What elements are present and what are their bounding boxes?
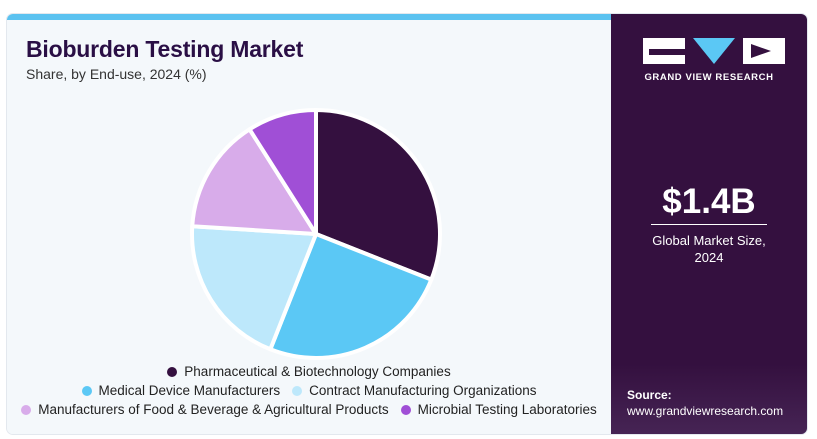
pie-slice-medical-device <box>268 232 434 360</box>
legend-swatch-cmo <box>292 385 303 396</box>
chart-subtitle: Share, by End-use, 2024 (%) <box>26 66 207 82</box>
gvr-logo-icon <box>643 38 785 64</box>
legend-label-cmo: Contract Manufacturing Organizations <box>309 383 537 398</box>
pie-slice-pharma <box>314 108 442 282</box>
legend-label-medical-device: Medical Device Manufacturers <box>98 383 281 398</box>
info-sidebar: GRAND VIEW RESEARCH $1.4B Global Market … <box>611 14 807 434</box>
source-link[interactable]: www.grandviewresearch.com <box>627 404 784 418</box>
pie-slice-microbial-labs <box>247 108 318 236</box>
legend-swatch-medical-device <box>81 385 92 396</box>
legend-item-cmo: Contract Manufacturing Organizations <box>292 383 536 398</box>
pie-slice-cmo <box>190 224 318 352</box>
source-title: Source: <box>627 388 672 402</box>
legend-item-pharma: Pharmaceutical & Biotechnology Companies <box>167 364 451 379</box>
legend-swatch-microbial-labs <box>400 404 411 415</box>
legend-swatch-pharma <box>167 366 178 377</box>
pie-slice-food-beverage <box>190 127 318 236</box>
legend-label-pharma: Pharmaceutical & Biotechnology Companies <box>184 364 451 379</box>
legend-item-medical-device: Medical Device Manufacturers <box>81 383 281 398</box>
legend-row-1: Pharmaceutical & Biotechnology Companies <box>7 362 611 381</box>
market-size-label-line2: 2024 <box>694 250 724 265</box>
legend-label-microbial-labs: Microbial Testing Laboratories <box>417 402 597 417</box>
accent-bar <box>7 14 611 20</box>
chart-legend: Pharmaceutical & Biotechnology Companies… <box>7 362 611 419</box>
market-size-divider <box>651 224 767 225</box>
sidebar-gradient <box>611 364 807 434</box>
market-size-value: $1.4B <box>662 182 756 221</box>
legend-swatch-food-beverage <box>21 404 32 415</box>
legend-row-3: Manufacturers of Food & Beverage & Agric… <box>7 400 611 419</box>
market-size-label-line1: Global Market Size, <box>652 233 766 248</box>
legend-label-food-beverage: Manufacturers of Food & Beverage & Agric… <box>38 402 389 417</box>
brand-name: GRAND VIEW RESEARCH <box>644 72 774 83</box>
legend-row-2: Medical Device Manufacturers Contract Ma… <box>7 381 611 400</box>
chart-title: Bioburden Testing Market <box>26 36 304 62</box>
chart-panel: Bioburden Testing Market Share, by End-u… <box>7 14 611 434</box>
chart-card: Bioburden Testing Market Share, by End-u… <box>7 14 807 434</box>
legend-item-food-beverage: Manufacturers of Food & Beverage & Agric… <box>21 402 389 417</box>
pie-chart <box>190 108 442 360</box>
legend-item-microbial-labs: Microbial Testing Laboratories <box>400 402 597 417</box>
market-size-label: Global Market Size, 2024 <box>611 232 807 266</box>
